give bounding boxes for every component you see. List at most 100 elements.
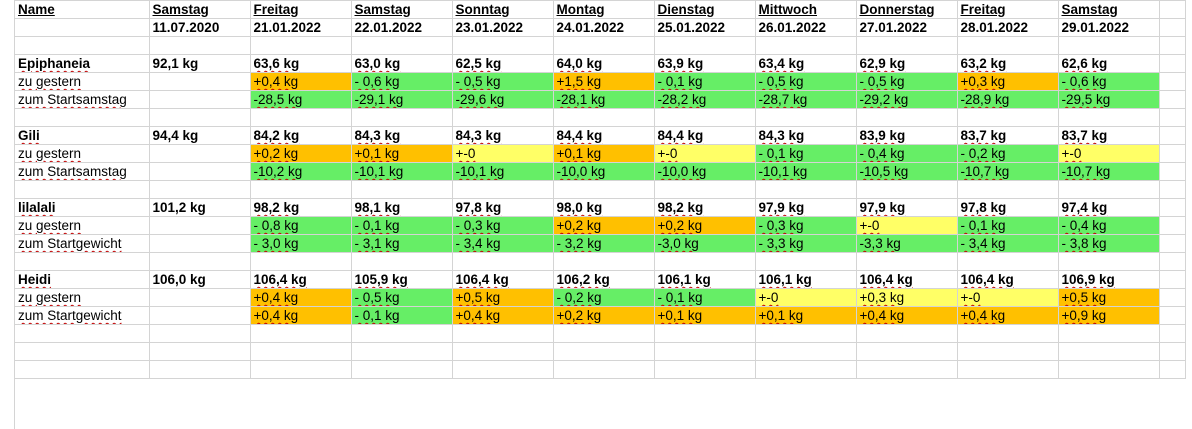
header-day[interactable]: Donnerstag xyxy=(856,0,958,19)
empty-cell[interactable] xyxy=(1159,252,1186,271)
header-name[interactable]: Name xyxy=(15,0,150,19)
empty-cell[interactable] xyxy=(452,324,554,343)
empty-cell[interactable] xyxy=(351,180,453,199)
empty-cell[interactable] xyxy=(957,36,1059,55)
daily-weight[interactable]: 84,3 kg xyxy=(755,126,857,145)
delta-start-cell[interactable]: - 3,3 kg xyxy=(755,234,857,253)
daily-weight[interactable]: 98,2 kg xyxy=(654,198,756,217)
empty-cell[interactable] xyxy=(149,144,251,163)
empty-cell[interactable] xyxy=(351,360,453,379)
delta-start-cell[interactable]: -10,0 kg xyxy=(553,162,655,181)
empty-cell[interactable] xyxy=(15,18,150,37)
delta-start-cell[interactable]: - 3,4 kg xyxy=(452,234,554,253)
header-date[interactable]: 21.01.2022 xyxy=(250,18,352,37)
empty-cell[interactable] xyxy=(553,342,655,361)
daily-weight[interactable]: 106,1 kg xyxy=(654,270,756,289)
empty-cell[interactable] xyxy=(755,108,857,127)
delta-yesterday-cell[interactable]: - 0,4 kg xyxy=(856,144,958,163)
delta-yesterday-cell[interactable]: +0,1 kg xyxy=(553,144,655,163)
empty-cell[interactable] xyxy=(957,342,1059,361)
delta-yesterday-cell[interactable]: - 0,3 kg xyxy=(452,216,554,235)
header-date[interactable]: 27.01.2022 xyxy=(856,18,958,37)
daily-weight[interactable]: 97,9 kg xyxy=(856,198,958,217)
empty-cell[interactable] xyxy=(1159,108,1186,127)
delta-yesterday-cell[interactable]: +0,5 kg xyxy=(1058,288,1160,307)
delta-start-cell[interactable]: -10,7 kg xyxy=(957,162,1059,181)
row-label[interactable]: zum Startsamstag xyxy=(15,162,150,181)
delta-yesterday-cell[interactable]: - 0,5 kg xyxy=(856,72,958,91)
header-date[interactable]: 23.01.2022 xyxy=(452,18,554,37)
delta-start-cell[interactable]: +0,1 kg xyxy=(755,306,857,325)
empty-cell[interactable] xyxy=(654,252,756,271)
daily-weight[interactable]: 84,3 kg xyxy=(351,126,453,145)
delta-start-cell[interactable]: - 0,1 kg xyxy=(351,306,453,325)
empty-cell[interactable] xyxy=(1058,360,1160,379)
empty-cell[interactable] xyxy=(149,288,251,307)
delta-yesterday-cell[interactable]: - 0,8 kg xyxy=(250,216,352,235)
row-label[interactable]: zu gestern xyxy=(15,144,150,163)
empty-cell[interactable] xyxy=(1159,18,1186,37)
empty-cell[interactable] xyxy=(452,180,554,199)
daily-weight[interactable]: 106,2 kg xyxy=(553,270,655,289)
empty-cell[interactable] xyxy=(1159,90,1186,109)
empty-cell[interactable] xyxy=(250,342,352,361)
delta-yesterday-cell[interactable]: +-0 xyxy=(755,288,857,307)
empty-cell[interactable] xyxy=(1159,288,1186,307)
delta-yesterday-cell[interactable]: - 0,1 kg xyxy=(654,72,756,91)
delta-yesterday-cell[interactable]: +0,5 kg xyxy=(452,288,554,307)
delta-yesterday-cell[interactable]: - 0,5 kg xyxy=(755,72,857,91)
delta-yesterday-cell[interactable]: +1,5 kg xyxy=(553,72,655,91)
empty-cell[interactable] xyxy=(755,360,857,379)
header-day[interactable]: Freitag xyxy=(957,0,1059,19)
empty-cell[interactable] xyxy=(1159,72,1186,91)
empty-cell[interactable] xyxy=(149,234,251,253)
empty-cell[interactable] xyxy=(250,36,352,55)
header-date[interactable]: 29.01.2022 xyxy=(1058,18,1160,37)
empty-cell[interactable] xyxy=(1159,144,1186,163)
daily-weight[interactable]: 64,0 kg xyxy=(553,54,655,73)
empty-cell[interactable] xyxy=(149,324,251,343)
empty-cell[interactable] xyxy=(1159,0,1186,19)
header-date[interactable]: 11.07.2020 xyxy=(149,18,251,37)
empty-cell[interactable] xyxy=(1058,252,1160,271)
delta-start-cell[interactable]: +0,4 kg xyxy=(250,306,352,325)
delta-yesterday-cell[interactable]: - 0,6 kg xyxy=(1058,72,1160,91)
empty-cell[interactable] xyxy=(1159,234,1186,253)
empty-cell[interactable] xyxy=(15,36,150,55)
delta-start-cell[interactable]: -28,2 kg xyxy=(654,90,756,109)
header-day[interactable]: Samstag xyxy=(1058,0,1160,19)
delta-start-cell[interactable]: -28,7 kg xyxy=(755,90,857,109)
delta-yesterday-cell[interactable]: - 0,5 kg xyxy=(351,288,453,307)
empty-cell[interactable] xyxy=(1159,54,1186,73)
daily-weight[interactable]: 105,9 kg xyxy=(351,270,453,289)
daily-weight[interactable]: 84,3 kg xyxy=(452,126,554,145)
delta-start-cell[interactable]: +0,9 kg xyxy=(1058,306,1160,325)
empty-cell[interactable] xyxy=(856,360,958,379)
empty-cell[interactable] xyxy=(250,360,352,379)
daily-weight[interactable]: 97,8 kg xyxy=(452,198,554,217)
empty-cell[interactable] xyxy=(452,252,554,271)
delta-start-cell[interactable]: -28,5 kg xyxy=(250,90,352,109)
delta-start-cell[interactable]: -29,5 kg xyxy=(1058,90,1160,109)
delta-start-cell[interactable]: -28,1 kg xyxy=(553,90,655,109)
daily-weight[interactable]: 63,6 kg xyxy=(250,54,352,73)
daily-weight[interactable]: 106,4 kg xyxy=(452,270,554,289)
header-day[interactable]: Sonntag xyxy=(452,0,554,19)
empty-cell[interactable] xyxy=(452,360,554,379)
empty-cell[interactable] xyxy=(1058,180,1160,199)
daily-weight[interactable]: 83,7 kg xyxy=(1058,126,1160,145)
person-name[interactable]: Gili xyxy=(15,126,150,145)
empty-cell[interactable] xyxy=(957,180,1059,199)
delta-yesterday-cell[interactable]: - 0,1 kg xyxy=(654,288,756,307)
row-label[interactable]: zu gestern xyxy=(15,72,150,91)
empty-cell[interactable] xyxy=(149,216,251,235)
empty-cell[interactable] xyxy=(856,252,958,271)
daily-weight[interactable]: 63,9 kg xyxy=(654,54,756,73)
empty-cell[interactable] xyxy=(149,360,251,379)
empty-cell[interactable] xyxy=(149,342,251,361)
empty-cell[interactable] xyxy=(856,36,958,55)
header-date[interactable]: 28.01.2022 xyxy=(957,18,1059,37)
empty-cell[interactable] xyxy=(15,360,150,379)
empty-cell[interactable] xyxy=(1058,342,1160,361)
delta-yesterday-cell[interactable]: +0,4 kg xyxy=(250,72,352,91)
